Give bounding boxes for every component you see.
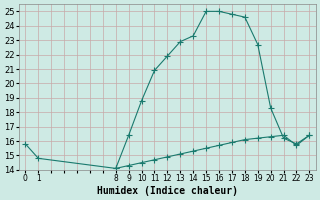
X-axis label: Humidex (Indice chaleur): Humidex (Indice chaleur): [97, 186, 238, 196]
